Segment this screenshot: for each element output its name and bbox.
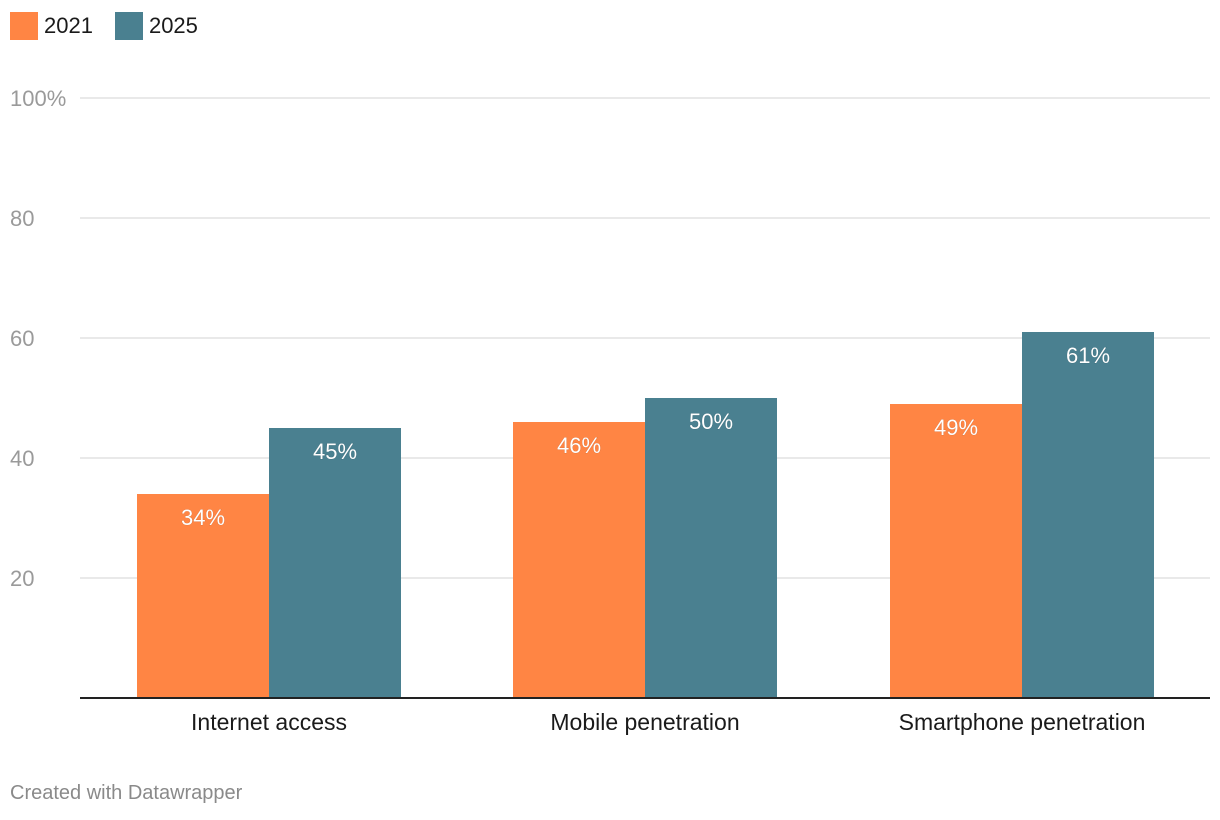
bar-value-label-2025-2: 61% [1066, 343, 1110, 368]
bar-2021-1 [513, 422, 645, 698]
bar-2021-2 [890, 404, 1022, 698]
y-tick-label-20: 20 [10, 566, 34, 591]
legend-swatch-2021 [10, 12, 38, 40]
bar-2025-0 [269, 428, 401, 698]
y-tick-label-80: 80 [10, 206, 34, 231]
y-tick-label-100: 100% [10, 86, 66, 111]
bar-2025-1 [645, 398, 777, 698]
y-tick-label-60: 60 [10, 326, 34, 351]
bar-value-label-2021-2: 49% [934, 415, 978, 440]
bar-value-label-2025-1: 50% [689, 409, 733, 434]
chart-legend: 2021 2025 [10, 12, 220, 40]
x-tick-label-1: Mobile penetration [550, 709, 739, 735]
bar-value-label-2025-0: 45% [313, 439, 357, 464]
legend-label-2021: 2021 [44, 13, 93, 38]
bar-2021-0 [137, 494, 269, 698]
bar-value-label-2021-1: 46% [557, 433, 601, 458]
x-tick-label-2: Smartphone penetration [899, 709, 1146, 735]
legend-swatch-2025 [114, 12, 143, 40]
legend-item-2025: 2025 [114, 12, 198, 40]
y-tick-label-40: 40 [10, 446, 34, 471]
bar-chart: 20 40 60 80 100% 34% 45% Internet access 46% 50% M… [10, 86, 1210, 735]
footer-credit[interactable]: Created with Datawrapper [10, 782, 243, 804]
bar-value-label-2021-0: 34% [181, 505, 225, 530]
x-tick-label-0: Internet access [191, 709, 347, 735]
legend-item-2021: 2021 [10, 12, 93, 40]
legend-label-2025: 2025 [148, 13, 198, 38]
bar-2025-2 [1022, 332, 1154, 698]
